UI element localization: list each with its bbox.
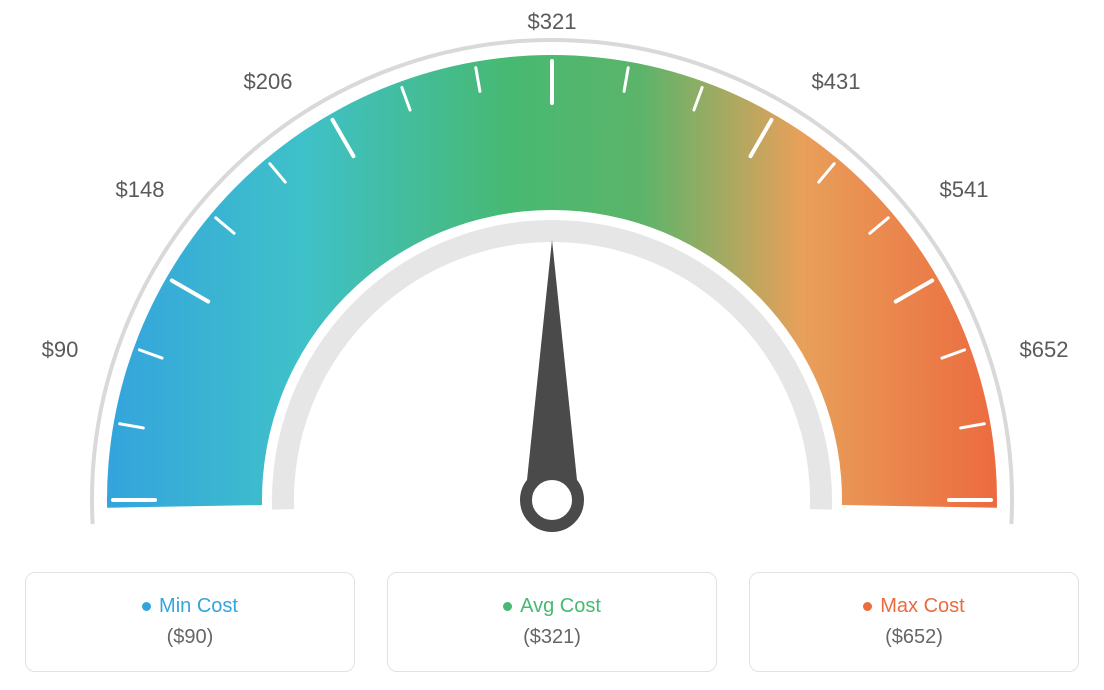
- gauge-needle-hub: [526, 474, 578, 526]
- legend-label-avg: Avg Cost: [520, 595, 601, 618]
- legend-label-min: Min Cost: [159, 595, 238, 618]
- legend-row: Min Cost ($90) Avg Cost ($321) Max Cost …: [0, 572, 1104, 672]
- legend-card-min: Min Cost ($90): [25, 572, 355, 672]
- gauge-svg: [0, 0, 1104, 560]
- gauge-chart: $90 $148 $206 $321 $431 $541 $652: [0, 0, 1104, 560]
- legend-card-max: Max Cost ($652): [749, 572, 1079, 672]
- legend-card-avg: Avg Cost ($321): [387, 572, 717, 672]
- legend-value-avg: ($321): [523, 626, 581, 649]
- gauge-tick-label: $206: [244, 69, 293, 95]
- legend-dot-max: [863, 602, 872, 611]
- gauge-needle: [524, 240, 579, 505]
- gauge-tick-label: $148: [116, 177, 165, 203]
- gauge-tick-label: $431: [812, 69, 861, 95]
- legend-title-min: Min Cost: [142, 595, 238, 618]
- gauge-tick-label: $90: [42, 337, 79, 363]
- legend-value-min: ($90): [167, 626, 214, 649]
- legend-label-max: Max Cost: [880, 595, 964, 618]
- gauge-tick-label: $321: [528, 9, 577, 35]
- legend-title-max: Max Cost: [863, 595, 964, 618]
- legend-dot-min: [142, 602, 151, 611]
- gauge-tick-label: $652: [1020, 337, 1069, 363]
- legend-dot-avg: [503, 602, 512, 611]
- legend-value-max: ($652): [885, 626, 943, 649]
- gauge-tick-label: $541: [940, 177, 989, 203]
- legend-title-avg: Avg Cost: [503, 595, 601, 618]
